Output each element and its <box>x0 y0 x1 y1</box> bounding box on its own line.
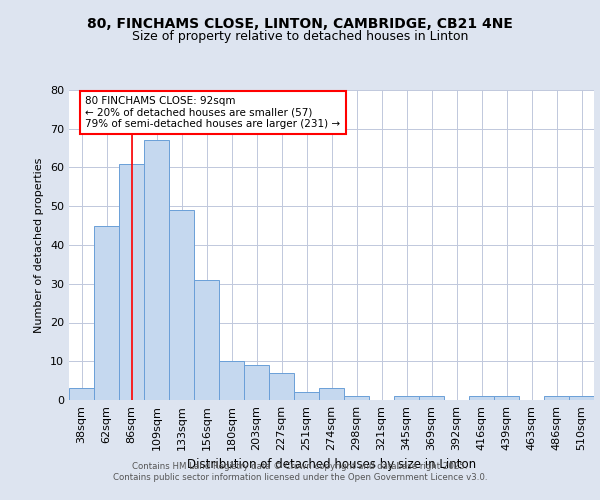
Bar <box>419 396 444 400</box>
Bar <box>194 280 219 400</box>
Bar <box>219 361 244 400</box>
Bar <box>269 373 294 400</box>
Text: 80 FINCHAMS CLOSE: 92sqm
← 20% of detached houses are smaller (57)
79% of semi-d: 80 FINCHAMS CLOSE: 92sqm ← 20% of detach… <box>85 96 340 129</box>
Bar <box>569 396 594 400</box>
Text: Contains HM Land Registry data © Crown copyright and database right 2025.
Contai: Contains HM Land Registry data © Crown c… <box>113 462 487 482</box>
Bar <box>494 396 519 400</box>
Bar <box>394 396 419 400</box>
Bar <box>144 140 169 400</box>
Bar <box>169 210 194 400</box>
Bar <box>544 396 569 400</box>
Bar <box>244 365 269 400</box>
Bar <box>469 396 494 400</box>
Y-axis label: Number of detached properties: Number of detached properties <box>34 158 44 332</box>
X-axis label: Distribution of detached houses by size in Linton: Distribution of detached houses by size … <box>187 458 476 471</box>
Bar <box>94 226 119 400</box>
Bar <box>344 396 369 400</box>
Text: Size of property relative to detached houses in Linton: Size of property relative to detached ho… <box>132 30 468 43</box>
Bar <box>69 388 94 400</box>
Bar <box>119 164 144 400</box>
Bar <box>319 388 344 400</box>
Text: 80, FINCHAMS CLOSE, LINTON, CAMBRIDGE, CB21 4NE: 80, FINCHAMS CLOSE, LINTON, CAMBRIDGE, C… <box>87 18 513 32</box>
Bar <box>294 392 319 400</box>
